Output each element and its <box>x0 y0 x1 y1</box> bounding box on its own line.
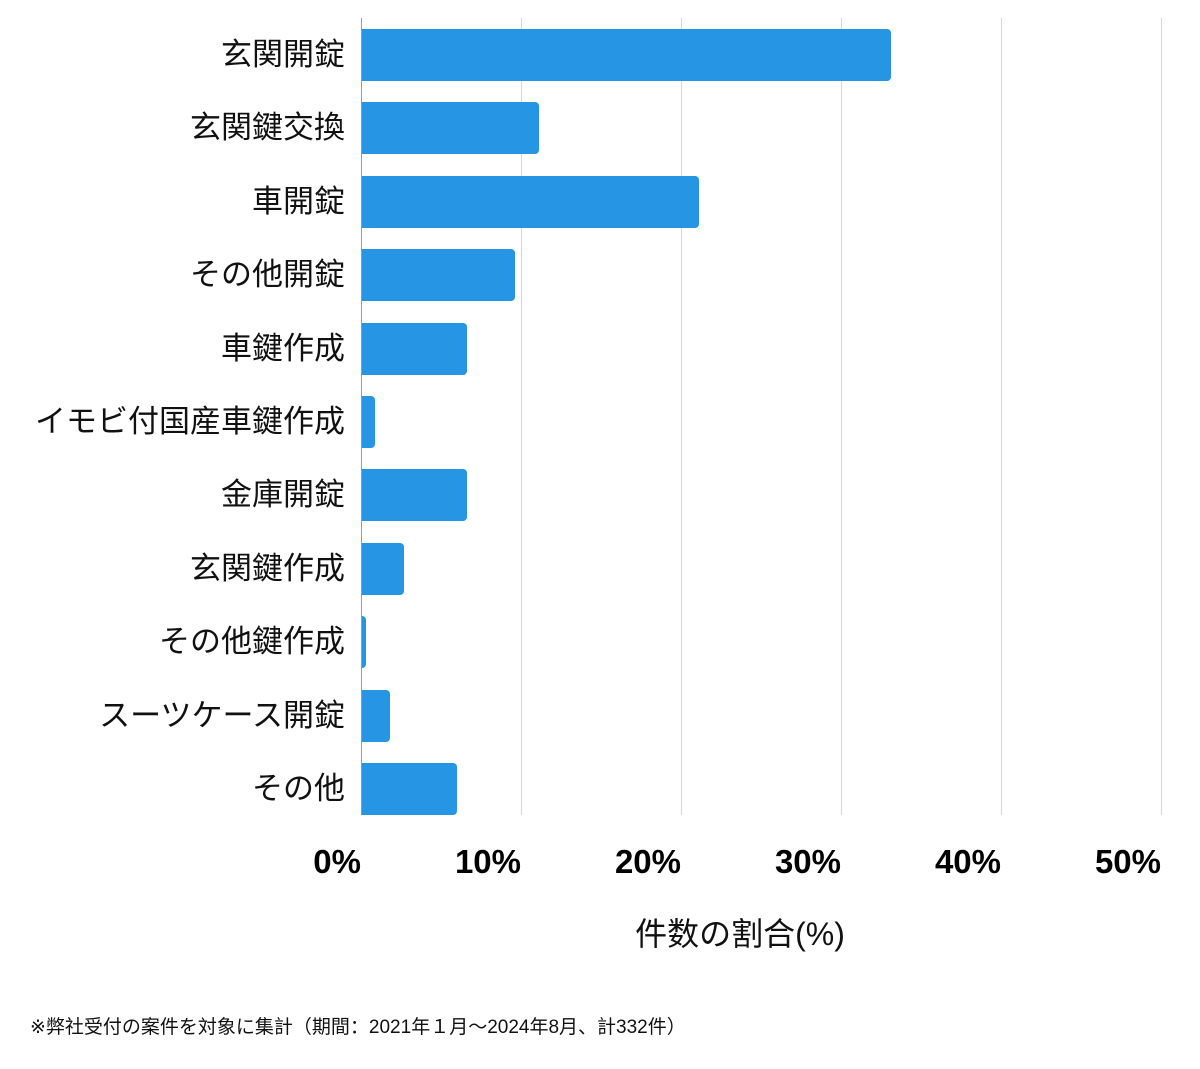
bar <box>361 469 467 522</box>
category-label: その他 <box>252 771 345 806</box>
bar <box>361 175 699 228</box>
bar <box>361 249 515 302</box>
bar <box>361 616 366 669</box>
bar <box>361 763 457 815</box>
category-label: 玄関鍵交換 <box>190 110 345 146</box>
x-tick-label: 30% <box>774 843 841 880</box>
gridline-20 <box>681 18 682 815</box>
category-label: その他開錠 <box>190 257 345 293</box>
gridline-10 <box>521 18 522 815</box>
gridline-50 <box>1161 18 1162 815</box>
x-tick-label: 40% <box>934 843 1001 880</box>
category-label: その他鍵作成 <box>159 624 345 660</box>
category-label: 車鍵作成 <box>221 330 345 366</box>
category-label: 玄関鍵作成 <box>190 550 345 586</box>
x-tick-label: 20% <box>614 843 681 880</box>
category-label: 玄関開錠 <box>221 37 345 72</box>
y-axis-line <box>361 18 362 815</box>
gridline-40 <box>1001 18 1002 815</box>
bar <box>361 29 891 81</box>
category-label: 車開錠 <box>252 183 345 219</box>
x-axis-title: 件数の割合(%) <box>635 916 845 952</box>
gridline-30 <box>841 18 842 815</box>
bar <box>361 689 390 742</box>
x-tick-label: 50% <box>1094 843 1161 880</box>
category-label: スーツケース開錠 <box>99 697 345 733</box>
bar <box>361 102 539 155</box>
footnote: ※弊社受付の案件を対象に集計（期間：2021年１月～2024年8月、計332件） <box>30 1017 686 1038</box>
bar <box>361 542 405 595</box>
category-label: 金庫開錠 <box>221 477 345 513</box>
bar <box>361 322 467 375</box>
plot-area <box>361 18 1162 815</box>
x-tick-label: 10% <box>454 843 521 880</box>
x-tick-label: 0% <box>313 843 361 880</box>
category-label: イモビ付国産車鍵作成 <box>35 404 345 439</box>
bar <box>361 396 376 448</box>
